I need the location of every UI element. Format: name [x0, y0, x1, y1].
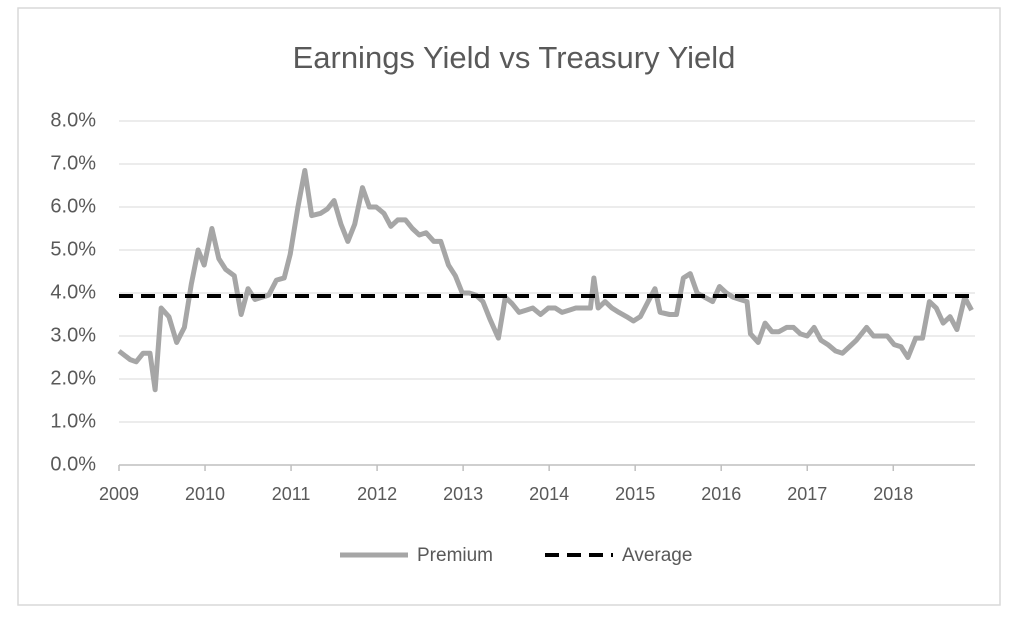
- x-tick-label: 2009: [99, 484, 139, 504]
- x-tick-label: 2015: [615, 484, 655, 504]
- y-tick-label: 8.0%: [50, 109, 96, 131]
- x-tick-label: 2012: [357, 484, 397, 504]
- y-tick-label: 5.0%: [50, 238, 96, 260]
- y-tick-label: 6.0%: [50, 195, 96, 217]
- legend-label: Average: [622, 545, 692, 566]
- y-tick-label: 4.0%: [50, 281, 96, 303]
- x-tick-label: 2016: [701, 484, 741, 504]
- x-tick-label: 2014: [529, 484, 569, 504]
- y-tick-label: 3.0%: [50, 324, 96, 346]
- x-tick-label: 2011: [272, 484, 311, 504]
- chart-frame: [17, 7, 1001, 606]
- y-tick-label: 7.0%: [50, 152, 96, 174]
- chart-title: Earnings Yield vs Treasury Yield: [293, 40, 736, 75]
- x-tick-label: 2013: [443, 484, 483, 504]
- y-tick-label: 2.0%: [50, 367, 96, 389]
- y-tick-label: 0.0%: [50, 453, 96, 475]
- x-tick-label: 2017: [787, 484, 827, 504]
- legend-label: Premium: [417, 545, 493, 566]
- x-tick-label: 2018: [873, 484, 913, 504]
- y-tick-label: 1.0%: [50, 410, 96, 432]
- x-tick-label: 2010: [185, 484, 225, 504]
